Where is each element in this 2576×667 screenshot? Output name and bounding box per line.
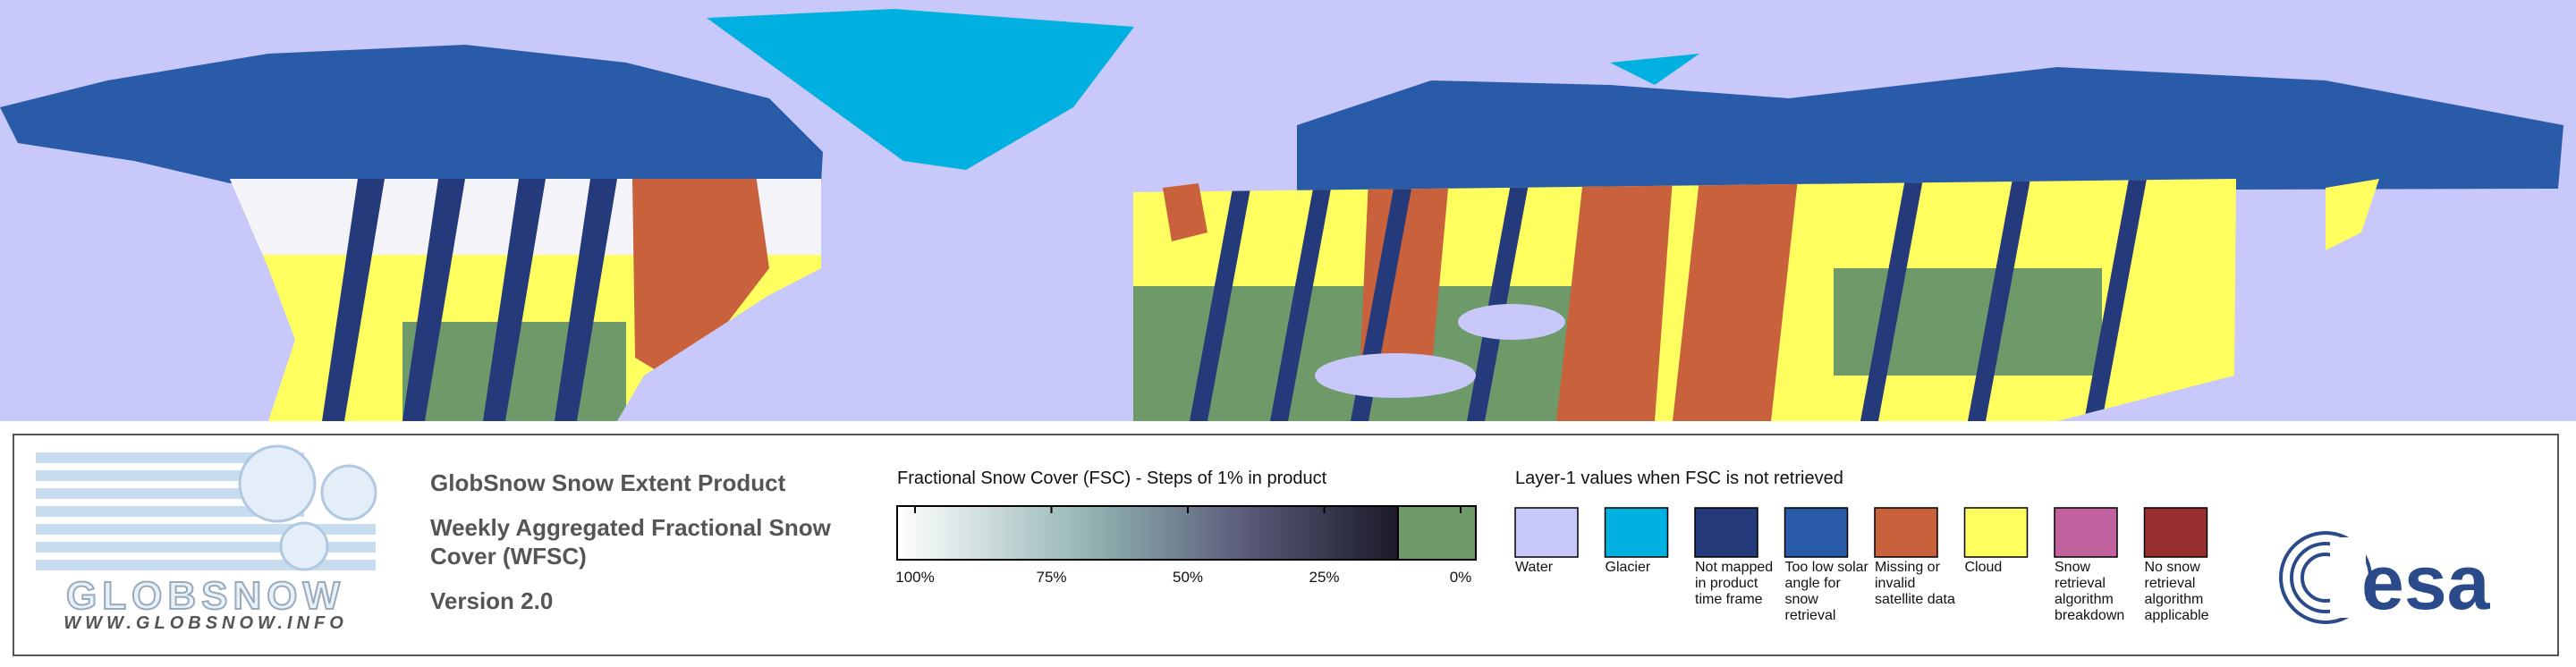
fsc-gradient — [896, 505, 1399, 561]
class-swatch — [1784, 507, 1849, 558]
class-swatch — [1694, 507, 1758, 558]
logo-url: WWW.GLOBSNOW.INFO — [64, 613, 348, 633]
eurasia-south — [1133, 179, 2236, 421]
class-swatch — [1514, 507, 1579, 558]
product-title: Weekly Aggregated Fractional Snow Cover … — [430, 514, 831, 570]
class-swatch — [2143, 507, 2208, 558]
north-america-south — [230, 179, 821, 421]
fsc-tick-label: 25% — [1309, 569, 1339, 586]
fsc-tick-label: 0% — [1450, 569, 1472, 586]
class-label: No snow retrieval algorithm applicable — [2144, 560, 2209, 623]
class-swatch — [1963, 507, 2029, 558]
fsc-tick-label: 50% — [1173, 569, 1203, 586]
class-label: Cloud — [1964, 560, 2003, 575]
eurasia-north — [1297, 67, 2563, 192]
class-label: Glacier — [1605, 560, 1651, 575]
legend-panel: GLOBSNOW WWW.GLOBSNOW.INFO 100% 75% 50% 25%… — [13, 434, 2559, 656]
esa-logo-mark — [2279, 531, 2372, 624]
layer1-title: Layer-1 values when FSC is not retrieved — [1515, 469, 1843, 488]
product-name: GlobSnow Snow Extent Product — [430, 469, 786, 496]
product-version: Version 2.0 — [430, 587, 554, 614]
fsc-tick-label: 75% — [1036, 569, 1066, 586]
class-label: Water — [1515, 560, 1554, 575]
logo-name: GLOBSNOW — [66, 574, 345, 618]
class-swatch — [1874, 507, 1938, 558]
class-label: Not mapped in product time frame — [1695, 560, 1774, 607]
class-swatch — [2054, 507, 2118, 558]
greenland — [707, 9, 1134, 170]
agency-name: esa — [2361, 540, 2491, 626]
class-label: Too low solar angle for snow retrieval — [1784, 560, 1868, 623]
class-label: Missing or invalid satellite data — [1875, 560, 1955, 607]
snow-map — [0, 0, 2576, 421]
fsc-title: Fractional Snow Cover (FSC) - Steps of 1… — [897, 469, 1327, 488]
north-america-north — [0, 45, 823, 183]
japan — [2326, 179, 2379, 250]
class-swatch — [1604, 507, 1669, 558]
class-label: Snow retrieval algorithm breakdown — [2055, 560, 2125, 623]
fsc-tick-label: 100% — [895, 569, 934, 586]
logo-stripes — [36, 444, 377, 571]
fsc-no-snow — [1397, 505, 1477, 561]
svalbard — [1610, 54, 1699, 85]
british-isles — [1163, 183, 1208, 241]
